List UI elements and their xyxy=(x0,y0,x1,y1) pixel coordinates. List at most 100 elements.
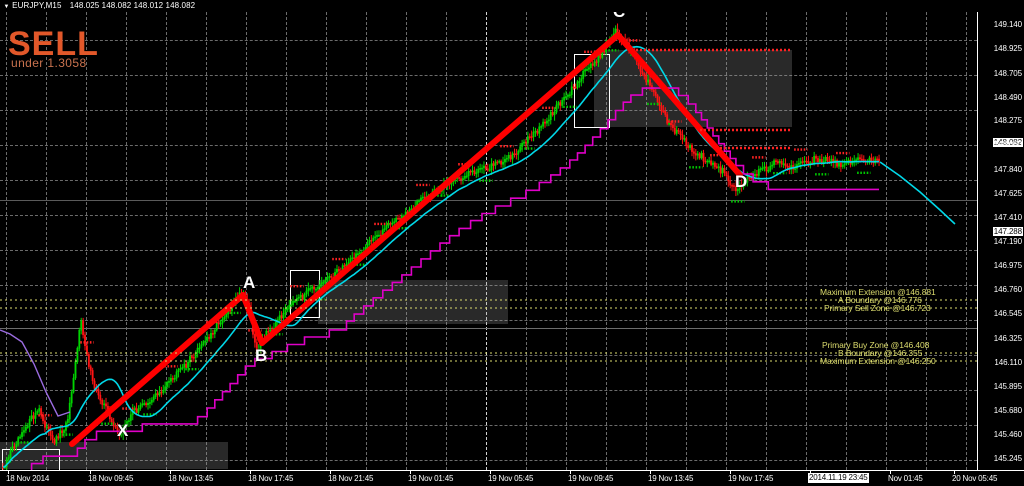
grid-line-vertical xyxy=(406,12,407,470)
time-tick-mark xyxy=(810,471,811,474)
time-tick-mark xyxy=(490,471,491,474)
ohlc-values: 148.025 148.082 148.012 148.082 xyxy=(69,1,196,10)
time-tick-mark xyxy=(890,471,891,474)
grid-line-horizontal xyxy=(0,215,977,216)
time-tick: Nov 01:45 xyxy=(888,474,923,483)
grid-layer xyxy=(0,12,977,470)
grid-line-vertical xyxy=(686,12,687,470)
price-tick: 145.245 xyxy=(993,454,1022,464)
grid-line-horizontal xyxy=(0,40,977,41)
price-tick: 147.625 xyxy=(993,188,1022,198)
grid-line-vertical xyxy=(646,12,647,470)
time-tick-mark xyxy=(250,471,251,474)
price-tick: 146.760 xyxy=(993,285,1022,295)
grid-line-horizontal xyxy=(0,460,977,461)
price-axis[interactable]: 149.140 148.925 148.705 148.490 148.275 148.0… xyxy=(977,12,1024,470)
time-tick: 18 Nov 13:45 xyxy=(168,474,214,483)
price-tick: 146.545 xyxy=(993,309,1022,319)
price-tick: 145.460 xyxy=(993,430,1022,440)
grid-line-horizontal xyxy=(0,320,977,321)
time-tick: 19 Nov 13:45 xyxy=(648,474,694,483)
time-axis[interactable]: 18 Nov 2014 18 Nov 09:45 18 Nov 13:45 18 No… xyxy=(0,470,1024,486)
level-label-0: Maximum Extension @146.881 xyxy=(820,287,936,297)
grid-line-horizontal xyxy=(0,145,977,146)
grid-line-vertical xyxy=(286,12,287,470)
time-tick-mark xyxy=(8,471,9,474)
grid-line-vertical xyxy=(86,12,87,470)
level-label-4: B Boundary @146.355 xyxy=(838,348,923,358)
price-tick: 148.275 xyxy=(993,116,1022,126)
pattern-point-b: B xyxy=(255,346,268,365)
grid-line-horizontal xyxy=(0,75,977,76)
grid-line-horizontal xyxy=(0,390,977,391)
price-tick: 146.975 xyxy=(993,261,1022,271)
grid-line-vertical xyxy=(846,12,847,470)
time-tick: 18 Nov 21:45 xyxy=(328,474,374,483)
time-tick: 18 Nov 09:45 xyxy=(88,474,134,483)
grid-line-vertical xyxy=(766,12,767,470)
time-tick-mark xyxy=(90,471,91,474)
price-tick: 145.895 xyxy=(993,381,1022,391)
grid-line-vertical xyxy=(806,12,807,470)
price-tick: 146.110 xyxy=(994,357,1022,367)
crosshair-vertical xyxy=(486,12,487,470)
time-tick: 19 Nov 09:45 xyxy=(568,474,614,483)
current-price-line xyxy=(0,200,977,201)
grid-line-vertical xyxy=(486,12,487,470)
symbol-label: EURJPY,M15 xyxy=(12,1,62,10)
pattern-point-a: A xyxy=(243,273,256,292)
time-tick-mark xyxy=(730,471,731,474)
time-tick: 19 Nov 05:45 xyxy=(488,474,534,483)
price-tick: 148.060 xyxy=(993,140,1022,150)
time-tick-mark xyxy=(170,471,171,474)
grid-line-vertical xyxy=(166,12,167,470)
price-tick: 147.840 xyxy=(993,164,1022,174)
time-tick: 20 Nov 05:45 xyxy=(952,474,998,483)
grid-line-vertical xyxy=(926,12,927,470)
price-tick: 148.490 xyxy=(993,92,1022,102)
grid-line-vertical xyxy=(726,12,727,470)
chart-title-bar: ▼ EURJPY,M15 148.025 148.082 148.012 148… xyxy=(0,0,1024,12)
price-tick: 147.410 xyxy=(993,212,1022,222)
time-tick-mark xyxy=(954,471,955,474)
level-label-5: Maximum Extension @146.250 xyxy=(820,356,936,366)
level-label-1: A Boundary @146.776 xyxy=(838,295,922,305)
price-tick: 148.705 xyxy=(993,68,1022,78)
time-tick-highlighted: 2014.11.19 23:45 xyxy=(808,473,869,483)
grid-line-vertical xyxy=(446,12,447,470)
time-tick: 18 Nov 2014 xyxy=(6,474,50,483)
price-tick: 149.140 xyxy=(993,20,1022,30)
grid-line-vertical xyxy=(606,12,607,470)
price-tick: 148.925 xyxy=(993,44,1022,53)
grid-line-vertical xyxy=(206,12,207,470)
pattern-point-d: D xyxy=(735,172,748,191)
grid-line-vertical xyxy=(246,12,247,470)
grid-line-horizontal xyxy=(0,285,977,286)
price-tick: 145.680 xyxy=(993,405,1022,415)
grid-line-horizontal xyxy=(0,180,977,181)
grid-line-vertical xyxy=(46,12,47,470)
level-label-3: Primary Buy Zone @146.408 xyxy=(822,340,930,350)
time-tick-mark xyxy=(330,471,331,474)
grid-line-vertical xyxy=(886,12,887,470)
grid-line-vertical xyxy=(526,12,527,470)
caret-down-icon[interactable]: ▼ xyxy=(3,3,10,10)
price-tick-highlighted: 147.288 xyxy=(992,226,1023,236)
grid-line-vertical xyxy=(966,12,967,470)
grid-line-vertical xyxy=(326,12,327,470)
time-tick: 18 Nov 17:45 xyxy=(248,474,294,483)
level-label-2: Primary Sell Zone @146.723 xyxy=(824,303,931,313)
grid-line-vertical xyxy=(566,12,567,470)
grid-line-vertical xyxy=(6,12,7,470)
grid-line-vertical xyxy=(366,12,367,470)
time-tick: 19 Nov 01:45 xyxy=(408,474,454,483)
time-tick-mark xyxy=(570,471,571,474)
grid-line-horizontal xyxy=(0,425,977,426)
time-tick-mark xyxy=(410,471,411,474)
crosshair-horizontal xyxy=(0,328,977,329)
time-tick-mark xyxy=(650,471,651,474)
price-tick-highlighted: 148.082 xyxy=(992,137,1023,147)
price-tick: 147.190 xyxy=(993,237,1022,247)
